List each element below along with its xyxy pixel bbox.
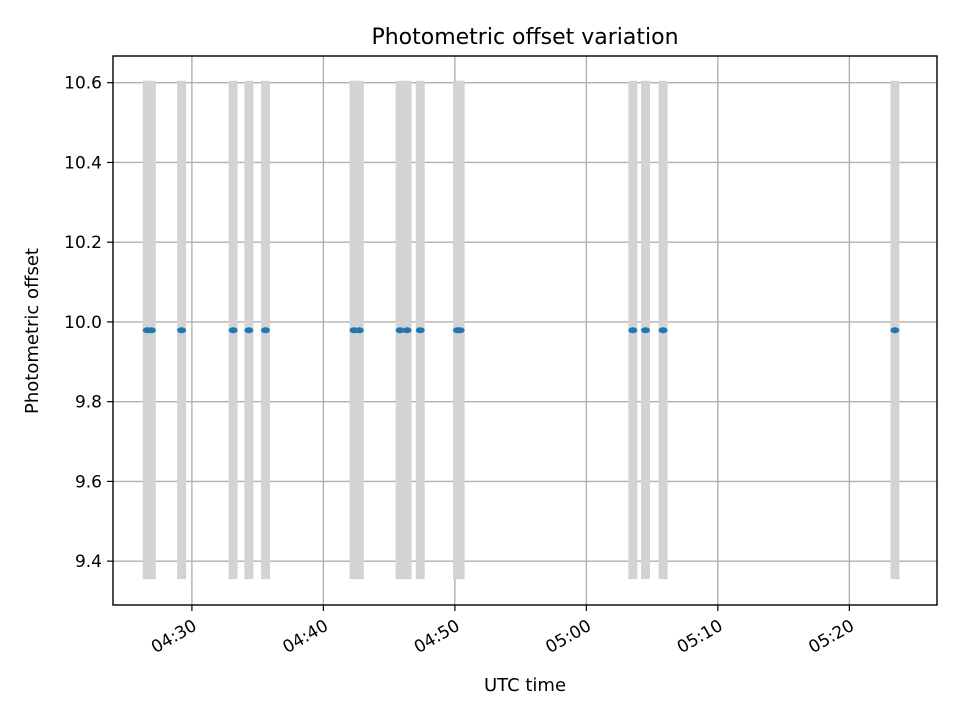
y-tick-label: 9.6 [75,472,102,492]
data-point [415,327,425,334]
y-tick-label: 10.4 [64,153,102,173]
data-point [177,327,187,334]
y-tick-label: 10.6 [64,74,102,94]
data-point [228,327,238,334]
y-tick-label: 10.2 [64,233,102,253]
y-tick-label: 9.4 [75,552,102,572]
plot-frame [112,55,938,606]
data-point [455,327,465,334]
data-point [354,327,364,334]
data-point [641,327,651,334]
data-points [142,327,900,334]
y-tick-label: 9.8 [75,393,102,413]
data-point [890,327,900,334]
data-point [402,327,412,334]
data-point [628,327,638,334]
y-axis-label: Photometric offset [22,248,43,414]
data-point [244,327,254,334]
x-axis-label: UTC time [484,675,566,696]
y-tick-label: 10.0 [64,313,102,333]
chart-title: Photometric offset variation [371,25,678,50]
data-point [261,327,271,334]
data-point [146,327,156,334]
data-point [658,327,668,334]
data-point [395,327,405,334]
